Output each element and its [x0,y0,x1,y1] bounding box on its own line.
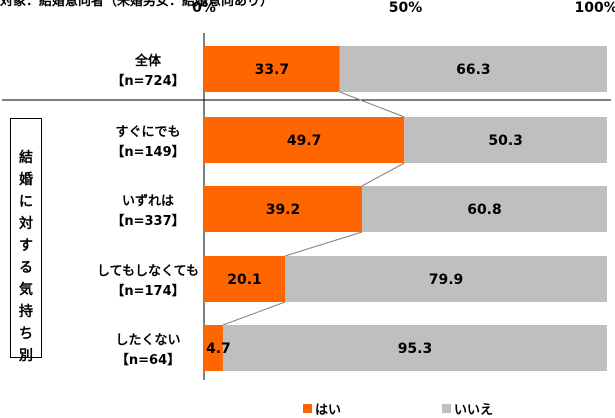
bar-yes [204,325,223,371]
category-name: すぐにでも [115,125,181,140]
category-sample-size: 【n=337】 [111,214,185,229]
x-tick-label: 50% [388,0,423,16]
x-tick-label: 100% [574,0,615,16]
data-label-no: 50.3 [488,133,523,149]
group-label-box: 結婚に対する気持ち別 [10,118,42,364]
bar-yes [204,117,405,163]
data-label-yes: 39.2 [266,202,301,218]
category-name: したくない [115,333,181,348]
data-label-no: 79.9 [429,272,464,288]
bar-yes [204,46,340,92]
bar-no [404,117,607,163]
category-name: してもしなくても [97,264,199,279]
x-tick-label: 0% [192,0,216,16]
legend-swatch [442,404,451,413]
connector-line [361,162,405,187]
data-label-yes: 4.7 [206,341,231,357]
bar-no [285,256,607,302]
data-label-yes: 33.7 [255,62,290,78]
data-label-no: 60.8 [467,202,502,218]
category-sample-size: 【n=174】 [111,284,185,299]
category-name: 全体 [134,54,161,69]
data-label-no: 95.3 [398,341,433,357]
data-label-yes: 20.1 [227,272,262,288]
group-label: 結婚に対する気持ち別 [19,150,33,364]
category-name: いずれは [121,194,174,209]
chart-title: 対象：結婚意向者（未婚男女：結婚意向あり） [0,0,274,9]
legend-item: はい [303,399,341,418]
legend-swatch [303,404,312,413]
category-sample-size: 【n=64】 [115,353,181,368]
data-label-no: 66.3 [456,62,491,78]
bar-no [339,46,607,92]
legend-item: いいえ [442,399,493,418]
connector-line [284,231,363,257]
legend-label: いいえ [454,403,494,418]
category-sample-size: 【n=149】 [111,145,185,160]
connector-line [222,301,286,326]
bar-yes [204,256,286,302]
connector-line [339,91,405,118]
legend-label: はい [315,403,342,418]
bar-no [222,325,608,371]
category-sample-size: 【n=724】 [111,74,185,89]
bar-yes [204,186,362,232]
data-label-yes: 49.7 [287,133,322,149]
bar-no [361,186,607,232]
